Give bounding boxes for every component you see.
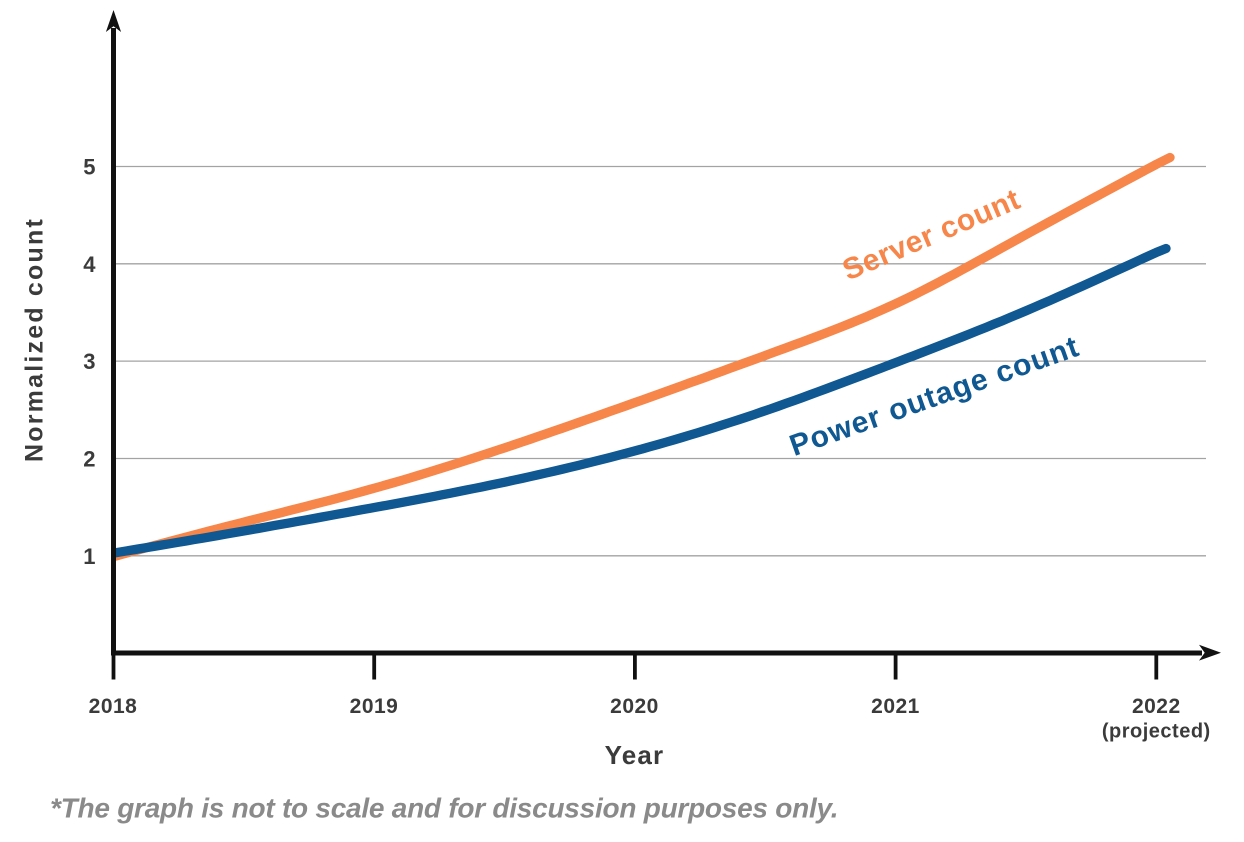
svg-text:2: 2 [83, 447, 95, 472]
svg-text:(projected): (projected) [1102, 721, 1211, 743]
svg-text:2018: 2018 [89, 695, 138, 718]
svg-text:4: 4 [83, 252, 96, 277]
svg-text:1: 1 [83, 544, 95, 569]
svg-text:Year: Year [605, 740, 665, 770]
svg-text:*The graph is not to scale and: *The graph is not to scale and for discu… [50, 793, 838, 824]
svg-text:2019: 2019 [350, 695, 399, 718]
svg-text:2022: 2022 [1132, 695, 1181, 718]
svg-text:Normalized count: Normalized count [21, 217, 49, 462]
svg-text:2020: 2020 [610, 695, 659, 718]
svg-text:5: 5 [83, 155, 95, 180]
svg-text:3: 3 [83, 349, 95, 374]
svg-text:2021: 2021 [871, 695, 920, 718]
